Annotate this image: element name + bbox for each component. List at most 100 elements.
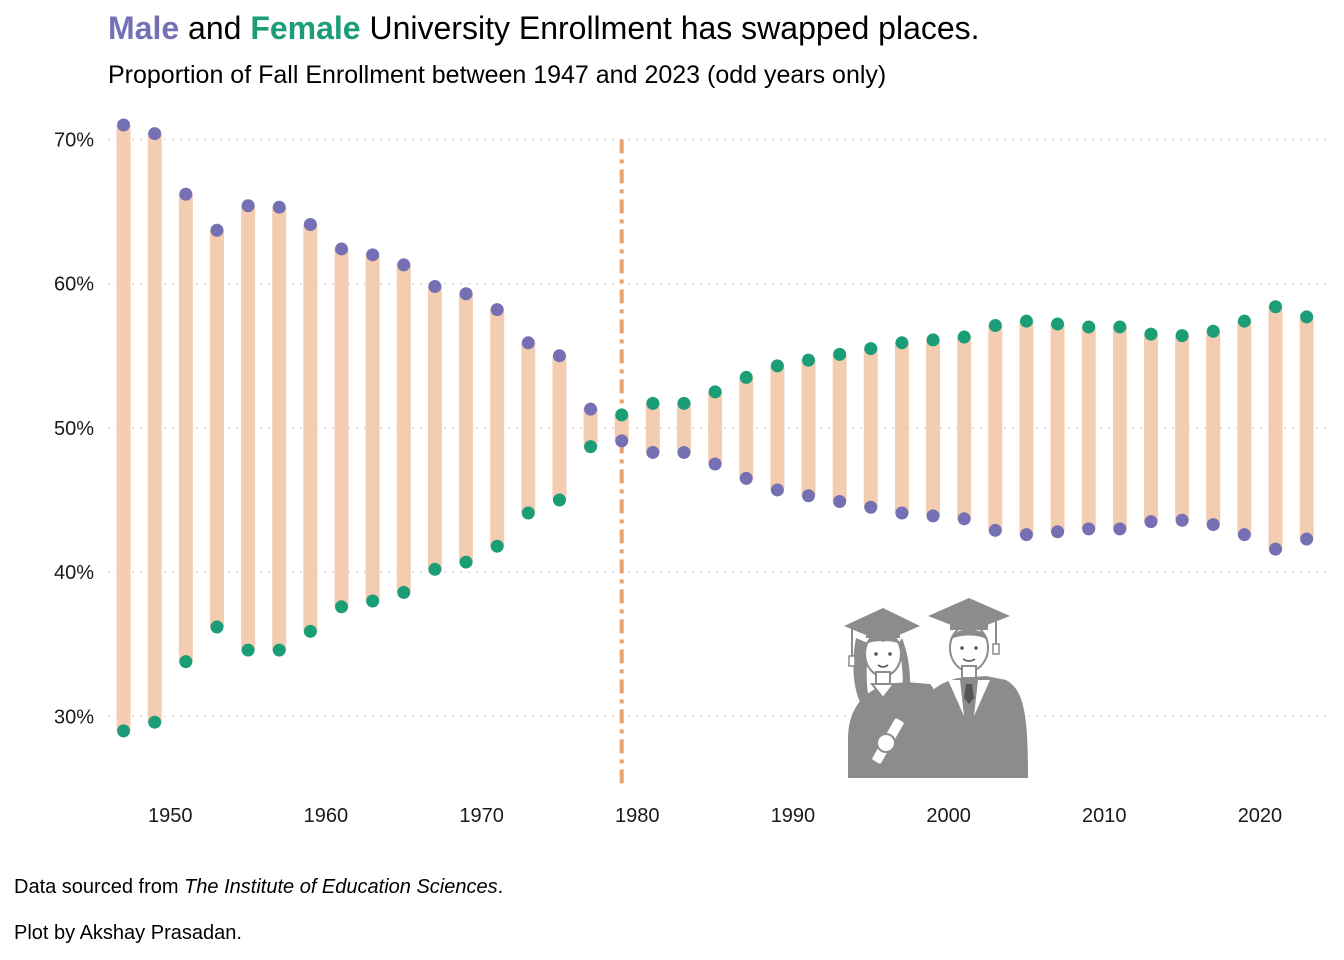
male-point — [677, 445, 691, 459]
female-point — [1175, 329, 1189, 343]
male-point — [1206, 518, 1220, 532]
female-point — [833, 347, 847, 361]
male-point — [833, 494, 847, 508]
male-point — [957, 512, 971, 526]
female-point — [335, 600, 349, 614]
male-point — [1175, 513, 1189, 527]
male-point — [148, 127, 162, 141]
female-point — [1144, 327, 1158, 341]
title-and-word: and — [188, 10, 242, 46]
female-point — [1269, 300, 1283, 314]
segments-group — [116, 124, 1314, 731]
title-female-word: Female — [250, 10, 361, 46]
male-point — [646, 445, 660, 459]
male-point — [428, 280, 442, 294]
male-point — [1051, 525, 1065, 539]
female-point — [1206, 324, 1220, 338]
y-tick-label: 60% — [54, 274, 94, 296]
female-point — [428, 562, 442, 576]
male-point — [490, 303, 504, 317]
female-point — [148, 715, 162, 729]
male-point — [584, 402, 598, 416]
male-point — [926, 509, 940, 523]
y-axis: 30% 40% 50% 60% 70% — [54, 129, 94, 728]
male-point — [210, 223, 224, 237]
male-point — [1269, 542, 1283, 556]
female-point — [802, 353, 816, 367]
male-point — [1300, 532, 1314, 546]
female-point — [490, 539, 504, 553]
male-graduate-icon — [918, 598, 1028, 778]
x-tick-label: 1980 — [615, 805, 660, 827]
female-point — [988, 318, 1002, 332]
female-point — [739, 370, 753, 384]
female-point — [521, 506, 535, 520]
title-rest: University Enrollment has swapped places… — [369, 10, 980, 46]
male-point — [739, 471, 753, 485]
female-point — [552, 493, 566, 507]
male-point — [895, 506, 909, 520]
y-tick-label: 40% — [54, 562, 94, 584]
graduates-icon — [844, 598, 1028, 778]
male-point — [397, 258, 411, 272]
male-point — [1113, 522, 1127, 536]
y-tick-label: 30% — [54, 706, 94, 728]
x-tick-label: 1970 — [459, 805, 504, 827]
source-name: The Institute of Education Sciences — [184, 876, 498, 898]
male-point — [615, 434, 629, 448]
x-tick-label: 1990 — [771, 805, 816, 827]
female-point — [677, 396, 691, 410]
male-point — [1019, 528, 1033, 542]
male-point — [1144, 515, 1158, 529]
chart-title: Male and Female University Enrollment ha… — [108, 8, 980, 48]
source-prefix: Data sourced from — [14, 876, 185, 898]
female-point — [366, 594, 380, 608]
male-point — [802, 489, 816, 503]
female-point — [210, 620, 224, 634]
source-caption: Data sourced from The Institute of Educa… — [14, 874, 503, 900]
male-point — [988, 523, 1002, 537]
female-point — [1082, 320, 1096, 334]
male-point — [117, 118, 131, 132]
male-point — [1237, 528, 1251, 542]
male-point — [864, 500, 878, 514]
male-point — [241, 199, 255, 213]
male-point — [552, 349, 566, 363]
female-point — [770, 359, 784, 373]
title-male-word: Male — [108, 10, 180, 46]
female-point — [864, 342, 878, 356]
female-point — [646, 396, 660, 410]
male-point — [770, 483, 784, 497]
female-point — [1300, 310, 1314, 324]
male-point — [335, 242, 349, 256]
female-point — [1051, 317, 1065, 331]
female-point — [241, 643, 255, 657]
male-point — [521, 336, 535, 350]
female-point — [895, 336, 909, 350]
female-point — [179, 655, 193, 669]
x-axis: 1950 1960 1970 1980 1990 2000 2010 2020 — [148, 805, 1282, 827]
female-point — [708, 385, 722, 399]
female-point — [615, 408, 629, 422]
female-point — [584, 440, 598, 454]
x-tick-label: 1950 — [148, 805, 193, 827]
female-point — [1019, 314, 1033, 328]
male-point — [459, 287, 473, 301]
female-point — [117, 724, 131, 738]
x-tick-label: 2020 — [1238, 805, 1283, 827]
female-point — [1113, 320, 1127, 334]
female-point — [303, 624, 317, 638]
female-point — [926, 333, 940, 347]
y-tick-label: 70% — [54, 129, 94, 151]
points-group — [117, 118, 1314, 738]
female-point — [272, 643, 286, 657]
x-tick-label: 2010 — [1082, 805, 1127, 827]
female-point — [397, 585, 411, 599]
male-point — [366, 248, 380, 262]
y-tick-label: 50% — [54, 418, 94, 440]
male-point — [1082, 522, 1096, 536]
female-point — [459, 555, 473, 569]
male-point — [179, 187, 193, 201]
male-point — [708, 457, 722, 471]
